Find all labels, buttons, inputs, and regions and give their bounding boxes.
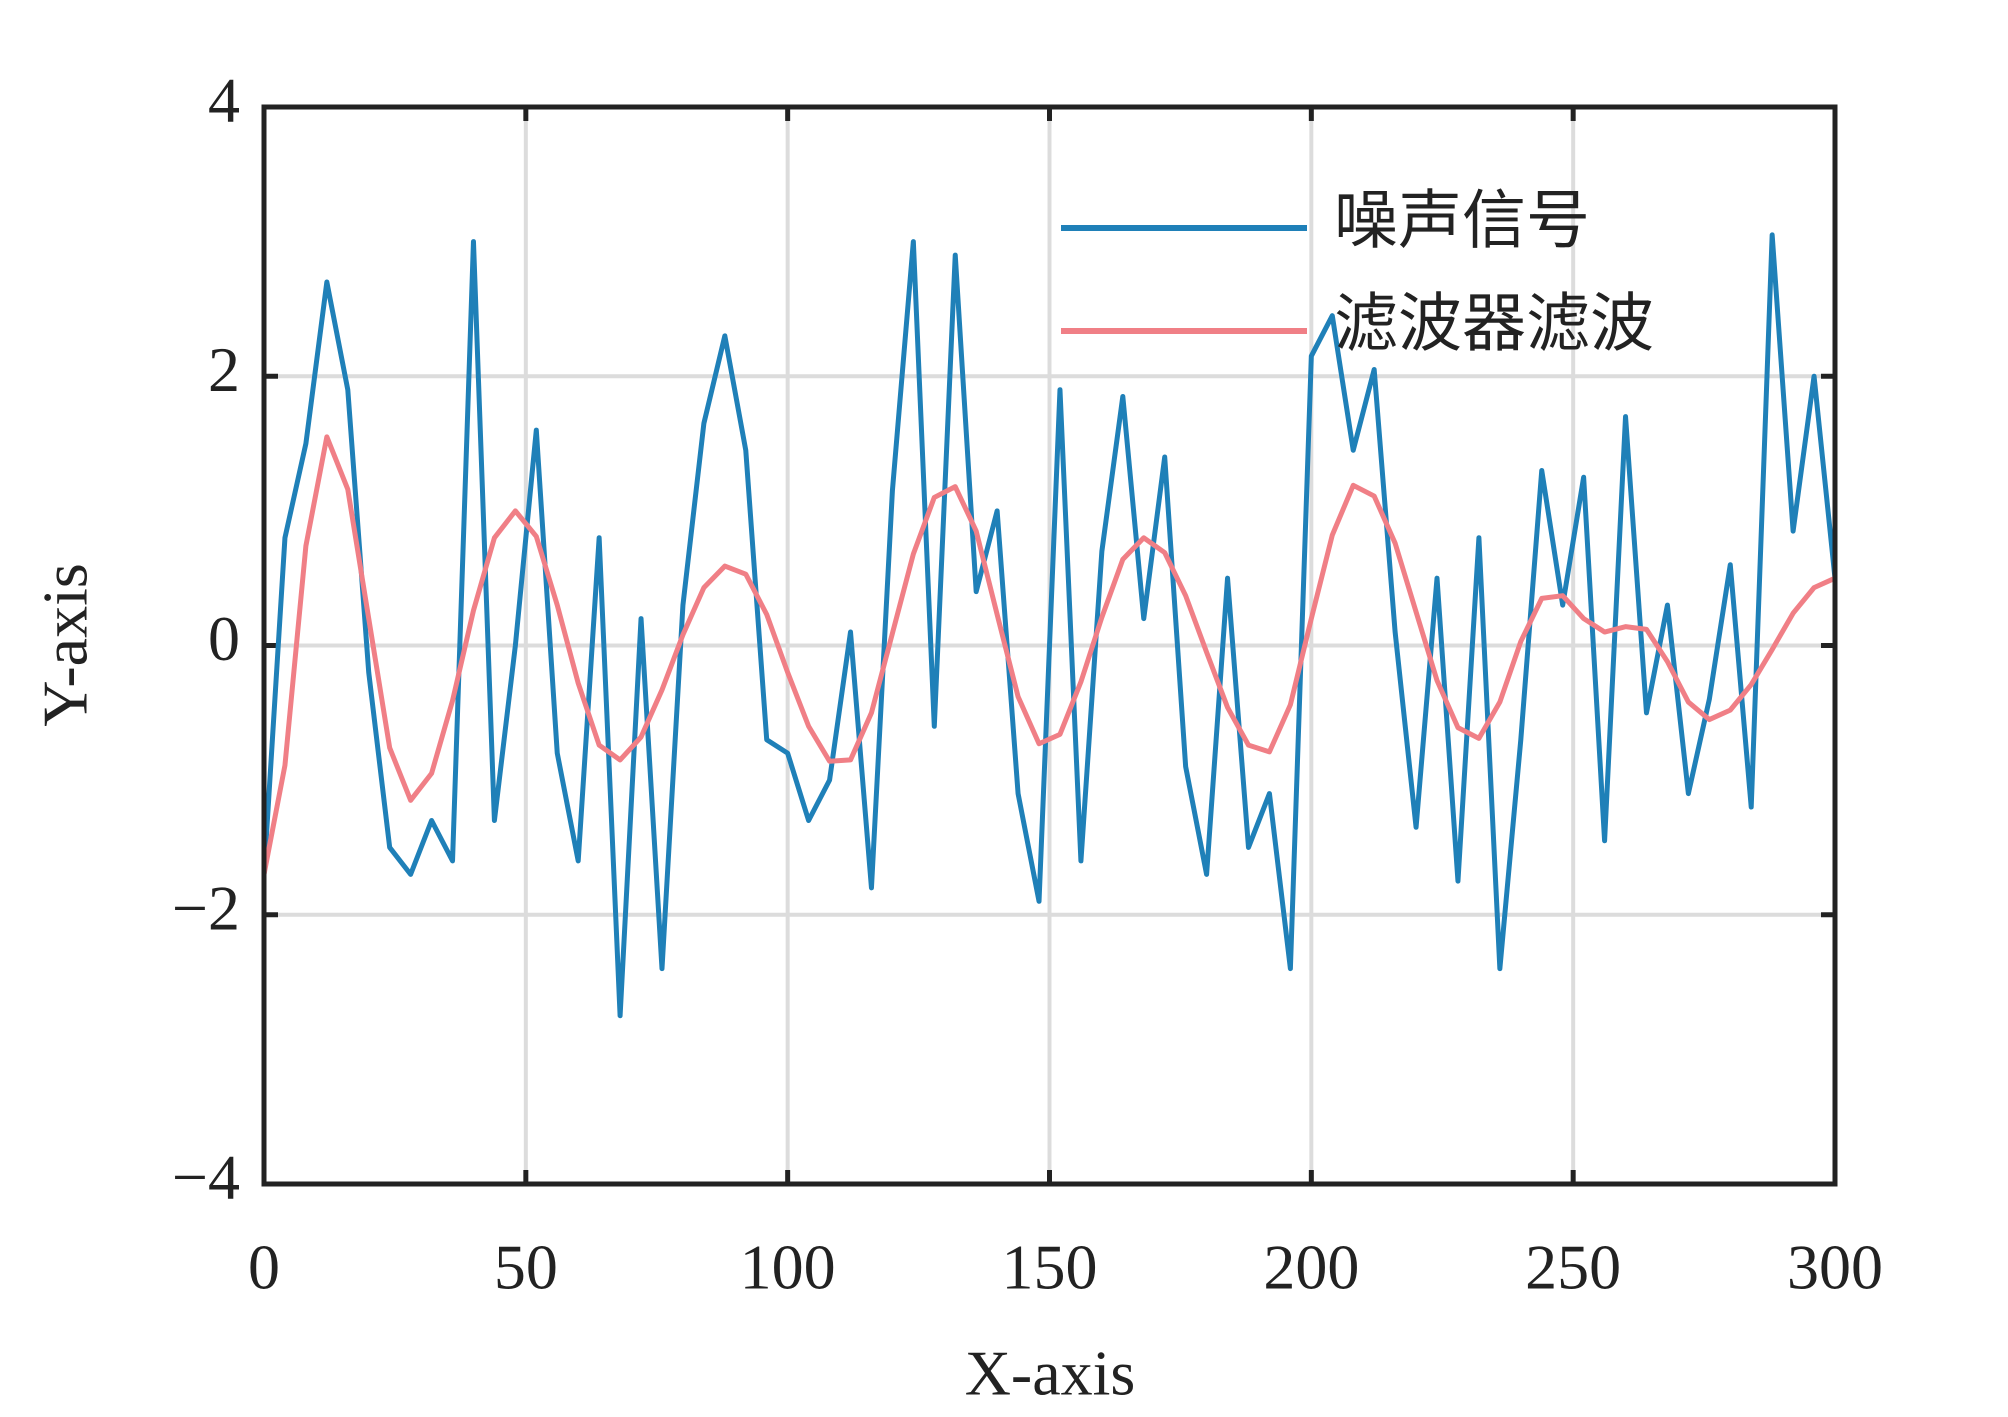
plot-frame	[261, 104, 1838, 1187]
series-line	[261, 434, 1837, 875]
series-line	[261, 232, 1838, 1019]
y-axis-label: Y-axis	[30, 563, 101, 727]
x-tick-label: 200	[1263, 1232, 1359, 1303]
x-tick-label: 100	[740, 1232, 836, 1303]
legend-label: 滤波器滤波	[1334, 289, 1654, 360]
x-tick-label: 250	[1525, 1232, 1621, 1303]
legend-label: 噪声信号	[1334, 186, 1590, 257]
y-tick-label: 2	[208, 334, 240, 405]
x-tick-label: 150	[1002, 1232, 1098, 1303]
x-axis-label: X-axis	[965, 1338, 1136, 1409]
y-tick-label: −4	[172, 1142, 240, 1213]
x-tick-label: 300	[1787, 1232, 1883, 1303]
y-tick-label: 0	[208, 603, 240, 674]
y-tick-label: 4	[208, 65, 240, 136]
x-tick-label: 50	[494, 1232, 558, 1303]
x-tick-label: 0	[248, 1232, 280, 1303]
y-tick-label: −2	[172, 872, 240, 943]
